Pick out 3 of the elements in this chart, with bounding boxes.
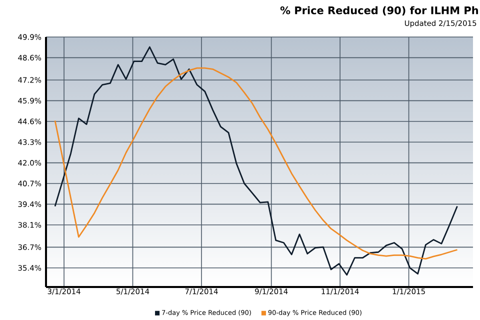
line-series (54, 67, 458, 260)
line-series (54, 46, 458, 276)
chart-title: % Price Reduced (90) for ILHM Ph (280, 6, 478, 16)
